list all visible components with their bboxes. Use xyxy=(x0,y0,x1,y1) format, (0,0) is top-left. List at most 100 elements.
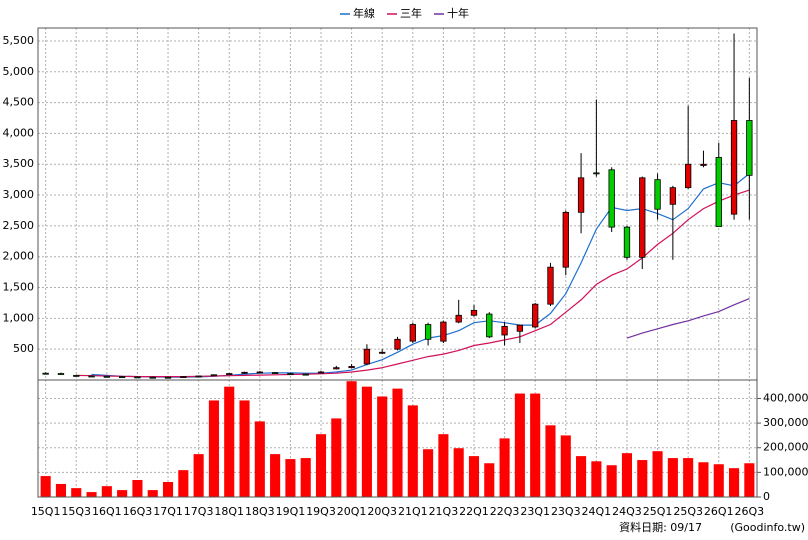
y-tick-label: 1,500 xyxy=(3,281,35,294)
candle-body xyxy=(501,325,508,336)
y-tick-label: 5,000 xyxy=(3,65,35,78)
volume-bar xyxy=(193,454,204,497)
y-tick-label: 2,000 xyxy=(3,250,35,263)
x-tick-label: 17Q3 xyxy=(184,505,214,518)
candle-body xyxy=(363,348,371,365)
volume-bar xyxy=(606,465,617,497)
volume-bar xyxy=(484,463,495,497)
x-tick-label: 25Q3 xyxy=(673,505,703,518)
y-tick-label: 3,000 xyxy=(3,188,35,201)
candle-body xyxy=(608,169,615,228)
candle-body xyxy=(623,226,631,258)
candle-body xyxy=(639,177,646,258)
volume-bar xyxy=(208,400,219,497)
candle-body xyxy=(440,321,447,342)
candle-body xyxy=(226,373,233,375)
candle-body xyxy=(271,372,279,375)
candle-body xyxy=(746,120,753,176)
volume-bar xyxy=(514,393,525,497)
legend: 年線 三年 十年 xyxy=(340,6,469,20)
y2-tick-label: 400,000 xyxy=(763,391,808,404)
volume-bar xyxy=(729,468,740,497)
volume-bar xyxy=(698,462,709,497)
candle-body xyxy=(532,303,539,328)
x-tick-label: 25Q1 xyxy=(643,505,673,518)
x-tick-label: 21Q1 xyxy=(398,505,428,518)
ma-line xyxy=(76,189,750,378)
candle-body xyxy=(57,373,65,375)
y-tick-label: 5,500 xyxy=(3,34,35,47)
x-tick-label: 18Q1 xyxy=(214,505,244,518)
x-tick-label: 22Q3 xyxy=(490,505,520,518)
volume-bar xyxy=(637,460,648,497)
volume-bar xyxy=(300,458,311,497)
volume-bar xyxy=(117,490,128,497)
volume-bar xyxy=(667,458,678,497)
volume-bar xyxy=(591,461,602,497)
volume-bar xyxy=(621,453,633,497)
candle-body xyxy=(654,179,661,210)
y-tick-label: 3,500 xyxy=(3,157,35,170)
candle-body xyxy=(394,338,401,350)
candle-body xyxy=(715,157,722,227)
x-tick-label: 16Q1 xyxy=(92,505,122,518)
volume-bar xyxy=(453,448,464,497)
candle-body xyxy=(180,376,187,379)
x-tick-label: 24Q3 xyxy=(612,505,642,518)
volume-bar xyxy=(392,388,403,497)
volume-bar xyxy=(346,381,357,497)
candle-body xyxy=(73,374,80,377)
volume-bar xyxy=(683,458,694,497)
x-tick-label: 19Q3 xyxy=(306,505,336,518)
candle-body xyxy=(317,371,325,374)
candle-body xyxy=(562,211,569,268)
candle-body xyxy=(424,324,432,340)
footer-source: (Goodinfo.tw) xyxy=(730,521,805,534)
volume-bar xyxy=(652,451,663,497)
volume-bar xyxy=(285,459,296,497)
volume-bar xyxy=(499,438,510,497)
y2-tick-label: 100,000 xyxy=(763,465,808,478)
x-tick-label: 23Q3 xyxy=(551,505,581,518)
volume-bar xyxy=(101,486,112,497)
x-tick-label: 23Q1 xyxy=(520,505,550,518)
volume-bar xyxy=(162,481,174,497)
volume-bar xyxy=(331,418,342,497)
candle-body xyxy=(455,314,462,323)
candle-body xyxy=(195,375,202,378)
y2-tick-label: 300,000 xyxy=(763,416,808,429)
y-tick-label: 2,500 xyxy=(3,219,35,232)
candle-body xyxy=(685,163,692,189)
volume-bar xyxy=(545,425,556,497)
candle-body xyxy=(516,324,524,332)
ma-line xyxy=(626,298,750,339)
volume-bar xyxy=(254,421,265,497)
volume-bar xyxy=(224,386,235,497)
volume-bar xyxy=(270,454,281,497)
legend-label: 三年 xyxy=(400,6,422,20)
volume-bar xyxy=(132,480,143,497)
volume-bar xyxy=(315,434,327,497)
candle-body xyxy=(348,366,355,369)
x-tick-label: 21Q3 xyxy=(429,505,459,518)
x-tick-label: 26Q1 xyxy=(704,505,734,518)
candle-body xyxy=(302,373,309,376)
volume-bar xyxy=(560,435,571,497)
volume-bar xyxy=(407,405,418,497)
x-tick-label: 22Q1 xyxy=(459,505,489,518)
x-tick-label: 19Q1 xyxy=(276,505,306,518)
candle-body xyxy=(547,266,554,305)
volume-bar xyxy=(55,483,66,497)
candle-body xyxy=(164,376,172,379)
volume-bar xyxy=(86,492,97,497)
x-tick-label: 15Q1 xyxy=(31,505,61,518)
plot-frame xyxy=(37,27,758,498)
volume-bar xyxy=(147,490,158,497)
x-tick-label: 26Q3 xyxy=(735,505,765,518)
candle-body xyxy=(409,324,416,342)
candle-body xyxy=(210,374,218,377)
x-tick-label: 16Q3 xyxy=(123,505,153,518)
x-tick-label: 18Q3 xyxy=(245,505,275,518)
